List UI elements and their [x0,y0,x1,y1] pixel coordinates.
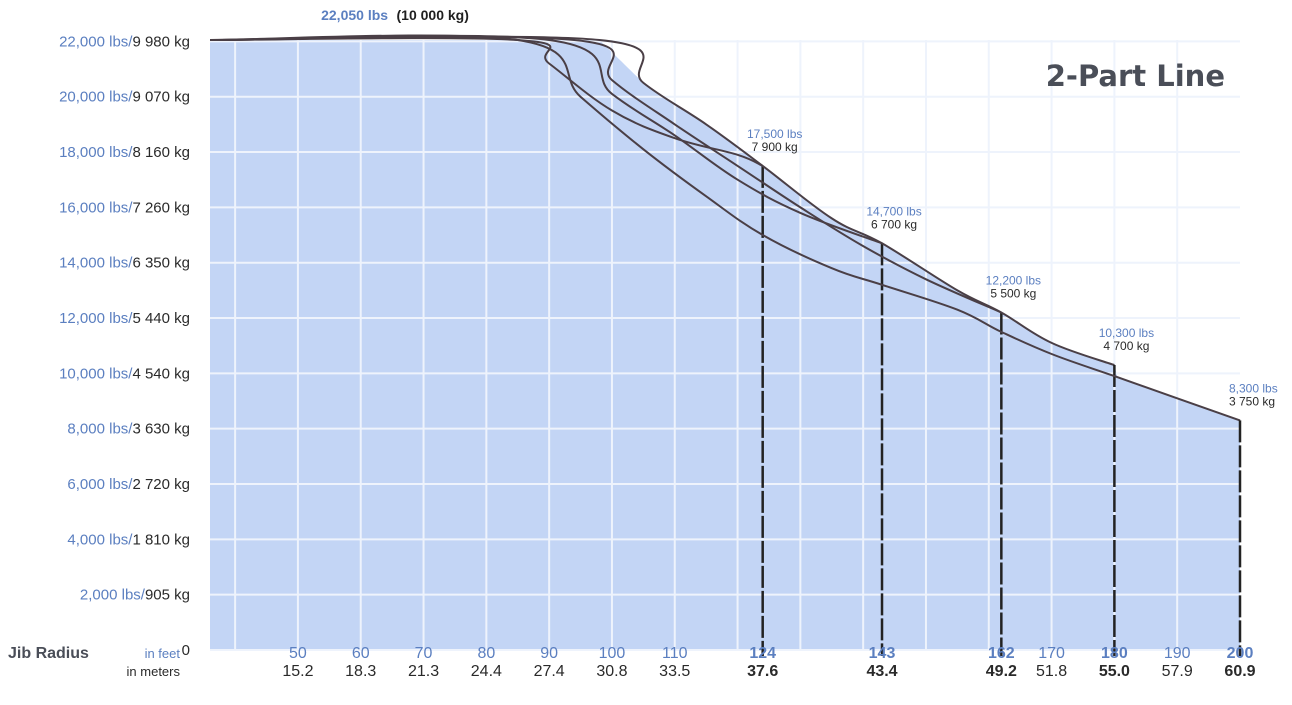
x-tick-meters: 51.8 [1036,663,1067,680]
annotation-lbs: 8,300 lbs [1229,381,1278,395]
y-tick-label: 8,000 lbs/3 630 kg [67,421,190,438]
load-curve-180 [209,35,1115,367]
x-axis-title: Jib Radius [8,645,89,662]
x-tick-meters: 18.3 [345,663,376,680]
x-tick-feet: 70 [415,645,433,662]
y-axis: 0 2,000 lbs/905 kg 4,000 lbs/1 810 kg 6,000… [59,33,190,659]
x-tick-feet: 190 [1164,645,1191,662]
max-capacity-lbs: 22,050 lbs [321,7,388,23]
capacity-fill [210,40,1240,650]
y-tick-kg: 1 810 kg [132,531,190,548]
annotation-lbs: 10,300 lbs [1099,326,1154,340]
y-tick-lbs: 2,000 lbs/ [80,587,146,604]
x-tick-meters: 21.3 [408,663,439,680]
x-tick-meters: 57.9 [1162,663,1193,680]
x-tick-feet: 200 [1227,645,1254,662]
y-tick-kg: 9 980 kg [132,33,190,50]
y-tick-kg: 9 070 kg [132,89,190,106]
y-tick-lbs: 6,000 lbs/ [67,476,133,493]
y-tick-lbs: 10,000 lbs/ [59,365,133,382]
x-tick-meters: 60.9 [1224,663,1255,680]
y-tick-lbs: 0 [182,642,190,659]
max-capacity-label: 22,050 lbs (10 000 kg) [321,7,469,24]
x-tick-feet: 124 [749,645,776,662]
y-tick-label: 6,000 lbs/2 720 kg [67,476,190,493]
x-unit-meters: in meters [127,664,181,679]
x-tick-meters: 24.4 [471,663,502,680]
x-tick-feet: 143 [869,645,896,662]
y-tick-lbs: 14,000 lbs/ [59,255,133,272]
y-tick-lbs: 12,000 lbs/ [59,310,133,327]
y-tick-kg: 3 630 kg [132,421,190,438]
annotation-lbs: 14,700 lbs [866,204,921,218]
y-tick-kg: 8 160 kg [132,144,190,161]
x-unit-feet: in feet [145,646,181,661]
y-tick-label: 2,000 lbs/905 kg [80,587,190,604]
x-tick-meters: 30.8 [596,663,627,680]
y-tick-label: 22,000 lbs/9 980 kg [59,33,190,50]
y-tick-kg: 5 440 kg [132,310,190,327]
x-tick-feet: 162 [988,645,1015,662]
y-tick-kg: 7 260 kg [132,199,190,216]
x-tick-meters: 49.2 [986,663,1017,680]
x-tick-meters: 15.2 [282,663,313,680]
y-tick-kg: 4 540 kg [132,365,190,382]
annotation-kg: 6 700 kg [871,217,917,231]
y-tick-lbs: 16,000 lbs/ [59,199,133,216]
max-capacity-kg: (10 000 kg) [397,7,469,23]
chart-title: 2-Part Line [1046,59,1225,93]
x-tick-meters: 43.4 [866,663,897,680]
y-tick-kg: 905 kg [145,587,190,604]
grid-lines [210,40,1240,651]
y-tick-lbs: 4,000 lbs/ [67,531,133,548]
x-tick-feet: 180 [1101,645,1128,662]
y-tick-lbs: 8,000 lbs/ [67,421,133,438]
x-tick-feet: 100 [599,645,626,662]
y-tick-label: 10,000 lbs/4 540 kg [59,365,190,382]
x-tick-meters: 37.6 [747,663,778,680]
x-tick-feet: 80 [477,645,495,662]
y-tick-label: 18,000 lbs/8 160 kg [59,144,190,161]
y-tick-lbs: 18,000 lbs/ [59,144,133,161]
y-tick-label: 12,000 lbs/5 440 kg [59,310,190,327]
capacity-area [210,40,1240,650]
annotation-kg: 7 900 kg [752,140,798,154]
annotation-lbs: 12,200 lbs [986,273,1041,287]
y-tick-lbs: 20,000 lbs/ [59,89,133,106]
x-tick-meters: 33.5 [659,663,690,680]
annotation-kg: 5 500 kg [990,286,1036,300]
load-curves [209,34,1242,656]
x-tick-feet: 170 [1038,645,1065,662]
load-curve-200 [209,34,1241,422]
y-tick-label: 4,000 lbs/1 810 kg [67,531,190,548]
annotation-kg: 4 700 kg [1103,339,1149,353]
x-tick-meters: 27.4 [534,663,565,680]
x-tick-feet: 110 [662,645,688,662]
annotation-kg: 3 750 kg [1229,394,1275,408]
x-tick-feet: 60 [352,645,370,662]
y-tick-kg: 6 350 kg [132,255,190,272]
y-tick-label: 20,000 lbs/9 070 kg [59,89,190,106]
y-tick-label: 14,000 lbs/6 350 kg [59,255,190,272]
y-tick-label: 16,000 lbs/7 260 kg [59,199,190,216]
x-tick-meters: 55.0 [1099,663,1130,680]
x-tick-feet: 50 [289,645,307,662]
y-tick-lbs: 22,000 lbs/ [59,33,133,50]
annotation-lbs: 17,500 lbs [747,127,802,141]
y-tick-kg: 2 720 kg [132,476,190,493]
x-tick-feet: 90 [540,645,558,662]
y-tick-label: 0 [182,642,190,659]
